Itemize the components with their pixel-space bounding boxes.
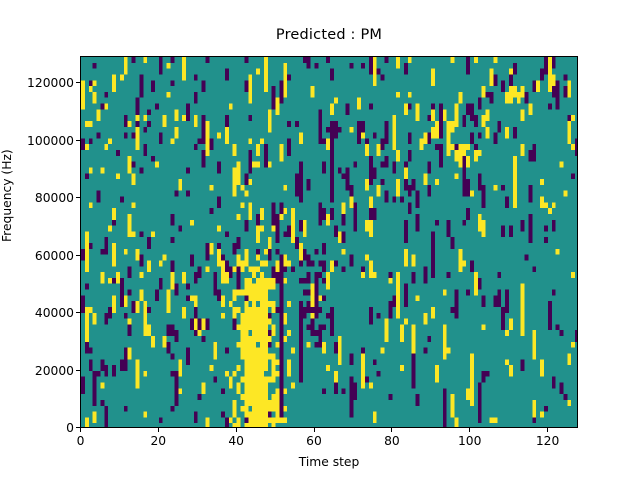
- xtick-label-6: 120: [535, 434, 560, 448]
- page-title: Predicted : PM: [275, 27, 383, 43]
- heatmap-image: [81, 57, 577, 427]
- xtick-mark-3: [313, 428, 315, 432]
- ytick-label-3: 60000: [34, 248, 74, 263]
- ytick-mark-0: [76, 427, 80, 429]
- y-axis-label: Frequency (Hz): [0, 149, 14, 242]
- ytick-mark-4: [76, 197, 80, 199]
- xtick-label-4: 80: [384, 434, 400, 448]
- xtick-label-1: 20: [150, 434, 167, 448]
- x-axis-label: Time step: [298, 455, 360, 469]
- ytick-label-4: 80000: [34, 191, 74, 205]
- ytick-mark-2: [76, 312, 80, 314]
- xtick-mark-4: [391, 428, 393, 432]
- ytick-mark-3: [76, 254, 80, 256]
- ytick-label-5: 100000: [27, 133, 74, 148]
- xtick-mark-5: [469, 428, 471, 432]
- ytick-label-2: 40000: [34, 306, 74, 320]
- xtick-mark-0: [80, 428, 82, 432]
- heatmap-axes: [80, 56, 578, 428]
- ytick-mark-1: [76, 369, 80, 371]
- xtick-mark-6: [547, 428, 549, 432]
- xtick-label-5: 100: [457, 434, 482, 448]
- ytick-label-6: 120000: [27, 76, 74, 90]
- xtick-mark-1: [157, 428, 159, 432]
- ytick-label-0: 0: [66, 421, 74, 435]
- xtick-label-2: 40: [228, 434, 245, 448]
- xtick-label-3: 60: [306, 434, 322, 448]
- xtick-mark-2: [235, 428, 237, 432]
- ytick-label-1: 20000: [34, 363, 74, 378]
- ytick-mark-6: [76, 82, 80, 84]
- xtick-label-0: 0: [76, 434, 85, 448]
- ytick-mark-5: [76, 139, 80, 141]
